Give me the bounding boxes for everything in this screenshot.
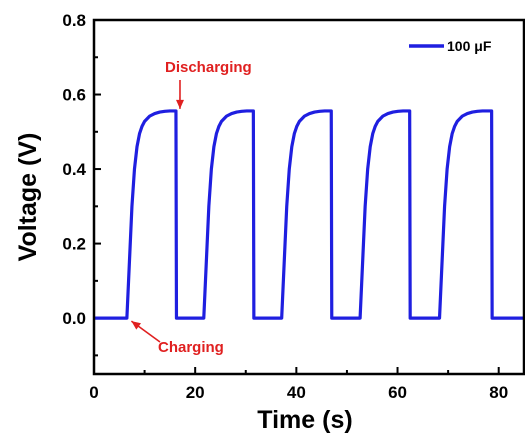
- legend: 100 μF: [409, 38, 492, 54]
- y-tick-label: 0.6: [62, 86, 86, 105]
- annotation-arrowhead: [131, 321, 141, 330]
- y-tick-label: 0.8: [62, 11, 86, 30]
- legend-label-100uF: 100 μF: [447, 38, 492, 54]
- x-tick-label: 60: [388, 383, 407, 402]
- annotation-arrowhead: [176, 99, 184, 109]
- annotations: Discharging Charging: [130, 59, 252, 356]
- x-axis-ticks: 0 20 40 60 80: [89, 367, 508, 402]
- x-axis-title: Time (s): [257, 406, 352, 434]
- y-tick-label: 0.0: [62, 309, 86, 328]
- annotation-label: Charging: [158, 339, 224, 356]
- x-tick-label: 40: [287, 383, 306, 402]
- plot-frame: [92, 18, 525, 376]
- series-line-0: [94, 109, 524, 320]
- x-tick-label: 20: [186, 383, 205, 402]
- x-tick-label: 0: [89, 383, 98, 402]
- annotation-label: Discharging: [165, 59, 252, 76]
- x-tick-label: 80: [489, 383, 508, 402]
- y-tick-label: 0.4: [62, 160, 86, 179]
- series-layer: [94, 109, 524, 320]
- y-axis-title: Voltage (V): [14, 133, 42, 262]
- y-tick-label: 0.2: [62, 235, 86, 254]
